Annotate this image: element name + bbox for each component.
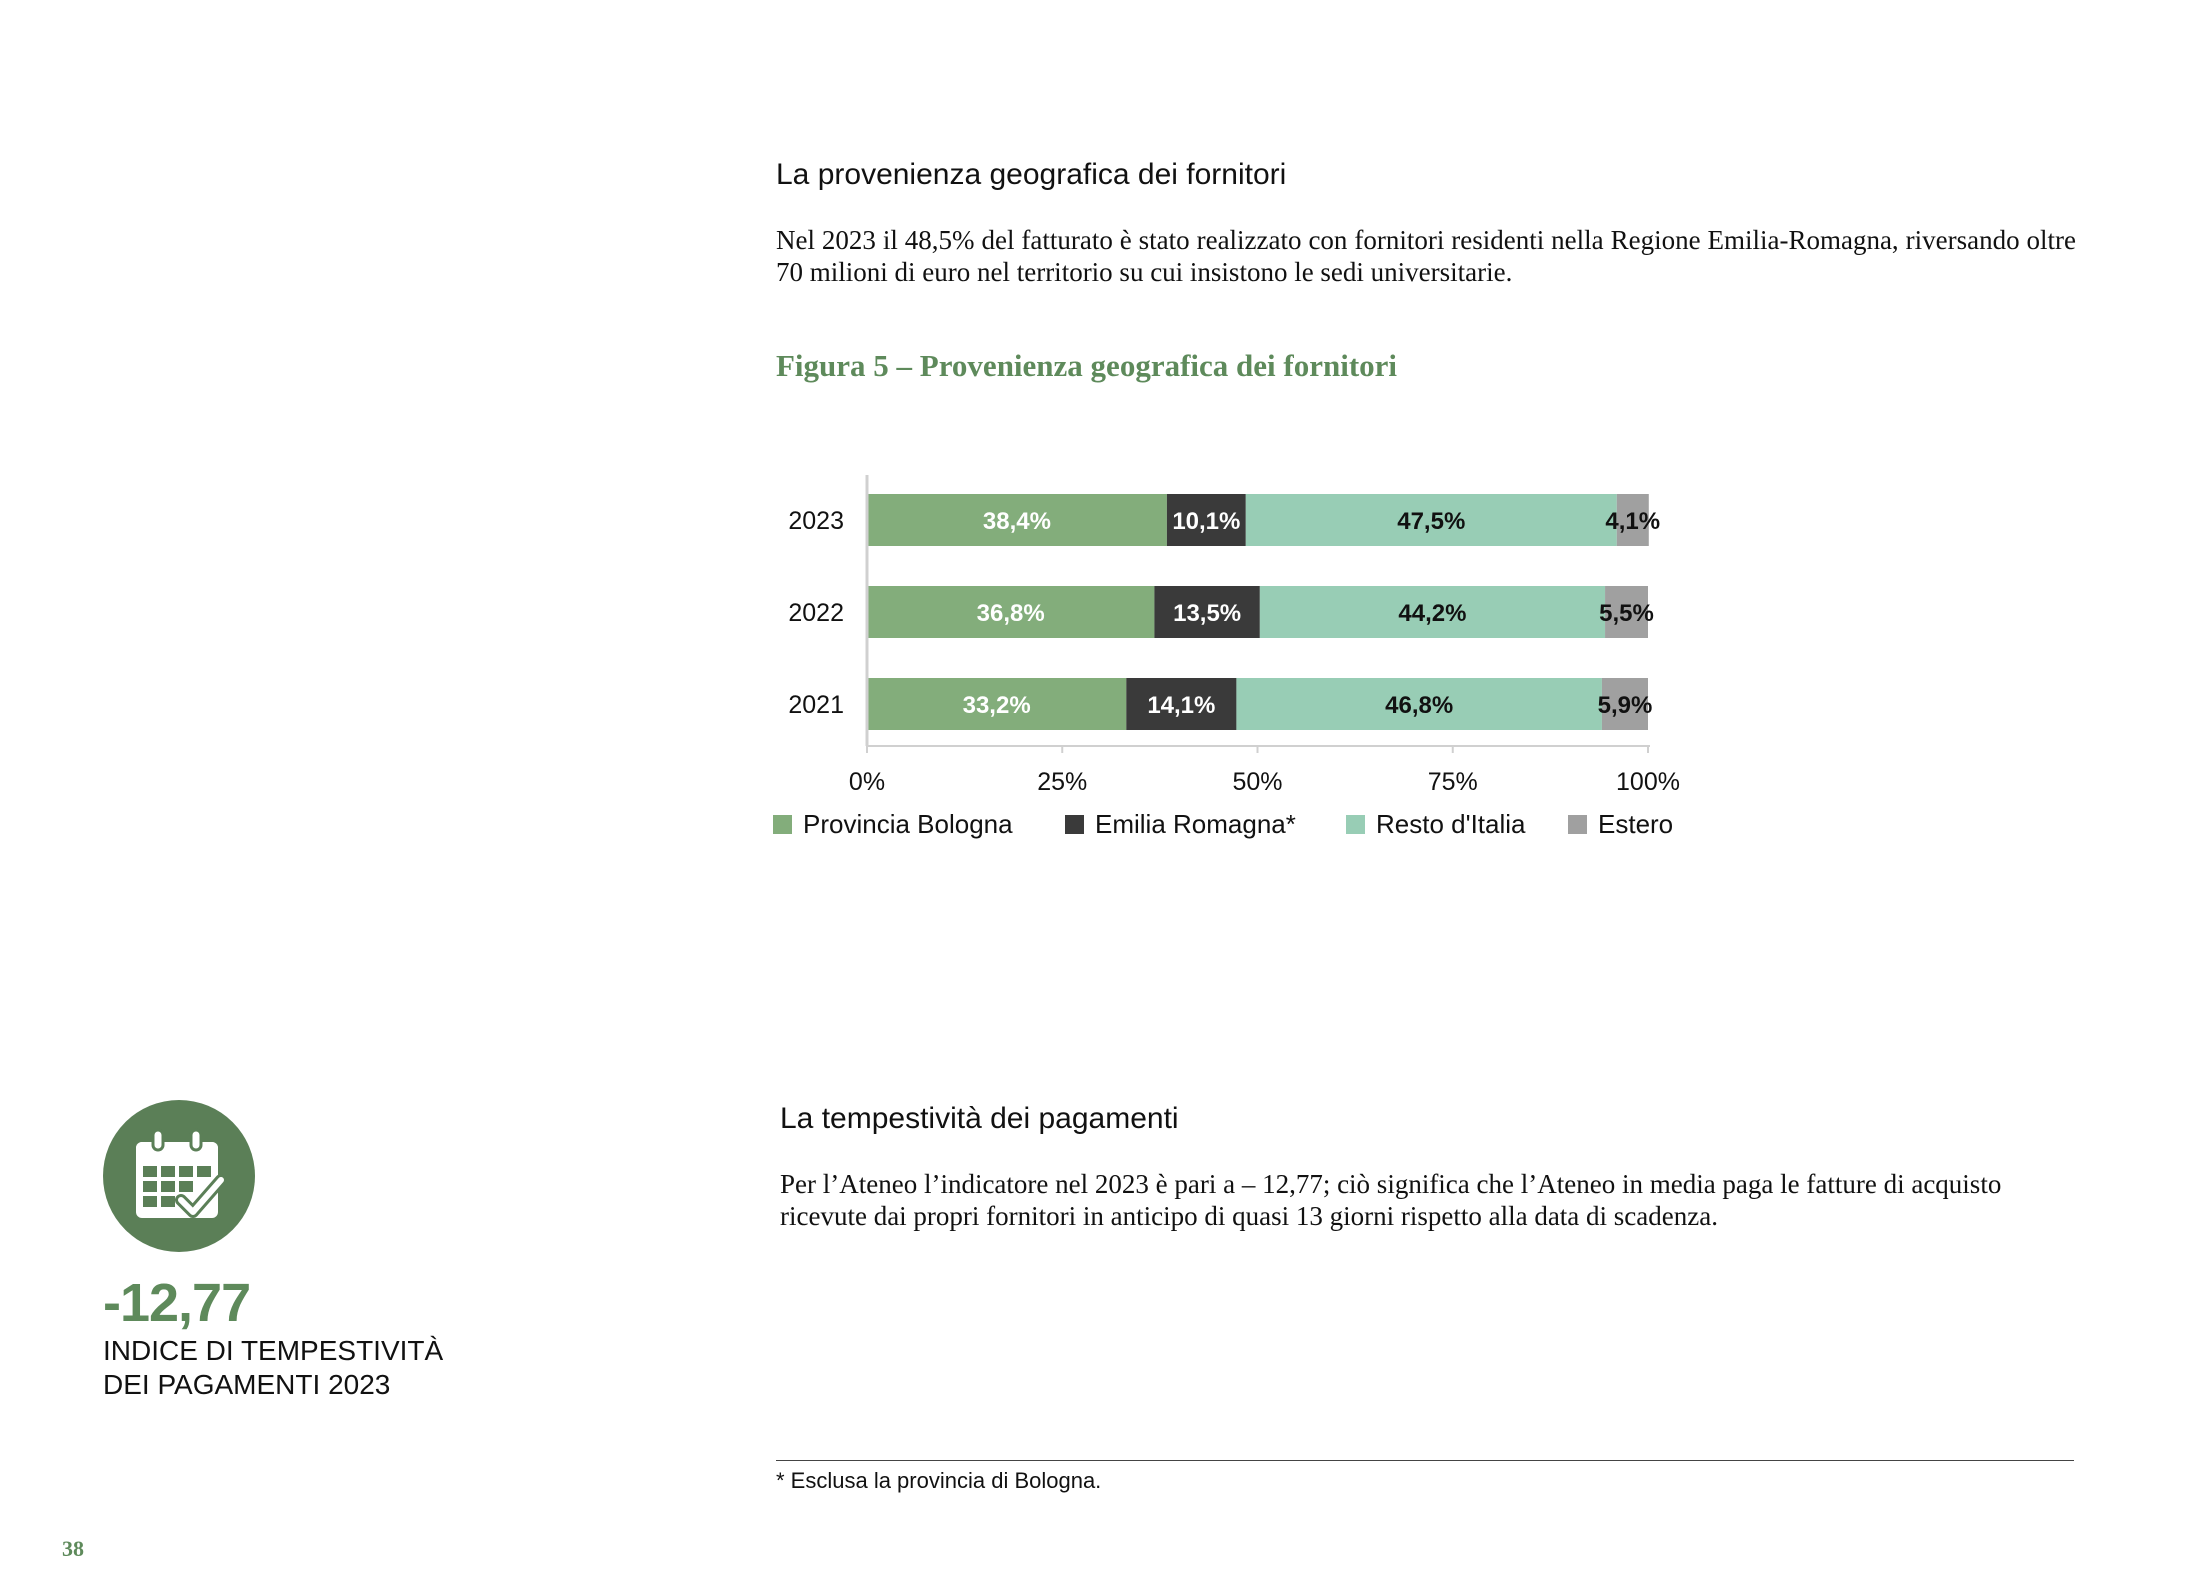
kpi-value: -12,77 — [103, 1273, 251, 1333]
bars-layer: 38,4% 10,1% 47,5% 4,1% 36,8% 13,5% 44,2% 5,5% 33… — [867, 494, 1660, 730]
bar-segment-2021-3 — [1601, 678, 1648, 730]
legend-label-3: Estero — [1598, 809, 1673, 839]
data-label-2023-2: 47,5% — [1397, 508, 1465, 535]
data-label-2021-0: 33,2% — [963, 692, 1031, 719]
footnote: * Esclusa la provincia di Bologna. — [776, 1468, 1102, 1493]
legend-label-2: Resto d'Italia — [1376, 809, 1526, 839]
data-label-2021-1: 14,1% — [1147, 692, 1215, 719]
bar-segment-2022-3 — [1605, 586, 1648, 638]
stacked-bar-chart: 38,4% 10,1% 47,5% 4,1% 36,8% 13,5% 44,2% 5,5% 33… — [773, 475, 1680, 839]
x-tick-label: 75% — [1428, 768, 1478, 796]
footnote-divider — [776, 1460, 2074, 1461]
kpi-label: INDICE DI TEMPESTIVITÀ DEI PAGAMENTI 202… — [103, 1334, 443, 1402]
legend-label-1: Emilia Romagna* — [1095, 809, 1296, 839]
data-label-2023-1: 10,1% — [1172, 508, 1240, 535]
bar-segment-2022-1 — [1154, 586, 1260, 638]
data-label-2023-0: 38,4% — [983, 508, 1051, 535]
x-tick-label: 25% — [1037, 768, 1087, 796]
calendar-check-icon — [103, 1100, 255, 1252]
kpi-label-line2: DEI PAGAMENTI 2023 — [103, 1369, 391, 1400]
x-tick-label: 100% — [1616, 768, 1680, 796]
category-label-2023: 2023 — [788, 507, 844, 535]
data-label-2022-1: 13,5% — [1173, 600, 1241, 627]
category-label-2021: 2021 — [788, 691, 844, 719]
legend-swatch-1 — [1065, 815, 1084, 834]
bar-segment-2023-2 — [1245, 494, 1617, 546]
section-body-payment-timeliness: Per l’Ateneo l’indicatore nel 2023 è par… — [780, 1169, 2002, 1231]
bar-segment-2021-0 — [867, 678, 1127, 730]
page-number: 38 — [62, 1536, 84, 1561]
bar-segment-2023-1 — [1166, 494, 1246, 546]
data-label-2022-3: 5,5% — [1599, 600, 1654, 627]
legend-swatch-3 — [1568, 815, 1587, 834]
data-label-2021-3: 5,9% — [1598, 692, 1653, 719]
data-label-2023-3: 4,1% — [1605, 508, 1660, 535]
bar-segment-2023-0 — [867, 494, 1167, 546]
bar-segment-2021-1 — [1126, 678, 1237, 730]
bar-segment-2022-2 — [1259, 586, 1606, 638]
section-body-suppliers-origin: Nel 2023 il 48,5% del fatturato è stato … — [776, 225, 2076, 287]
bar-segment-2022-0 — [867, 586, 1155, 638]
x-tick-label: 50% — [1232, 768, 1282, 796]
x-tick-label: 0% — [849, 768, 885, 796]
section-heading-payment-timeliness: La tempestività dei pagamenti — [780, 1102, 1179, 1135]
ticks-layer: 2023 2022 2021 0% 25% 50% 75% 100% — [788, 507, 1680, 796]
data-label-2021-2: 46,8% — [1385, 692, 1453, 719]
section-heading-suppliers-origin: La provenienza geografica dei fornitori — [776, 158, 1287, 191]
legend-swatch-0 — [773, 815, 792, 834]
figure-title: Figura 5 – Provenienza geografica dei fo… — [776, 348, 1398, 383]
legend-swatch-2 — [1346, 815, 1365, 834]
legend-label-0: Provincia Bologna — [803, 809, 1013, 839]
category-label-2022: 2022 — [788, 599, 844, 627]
legend: Provincia Bologna Emilia Romagna* Resto d'… — [773, 809, 1673, 839]
data-label-2022-0: 36,8% — [977, 600, 1045, 627]
bar-segment-2021-2 — [1236, 678, 1602, 730]
data-label-2022-2: 44,2% — [1398, 600, 1466, 627]
bar-segment-2023-3 — [1616, 494, 1649, 546]
kpi-label-line1: INDICE DI TEMPESTIVITÀ — [103, 1335, 444, 1366]
